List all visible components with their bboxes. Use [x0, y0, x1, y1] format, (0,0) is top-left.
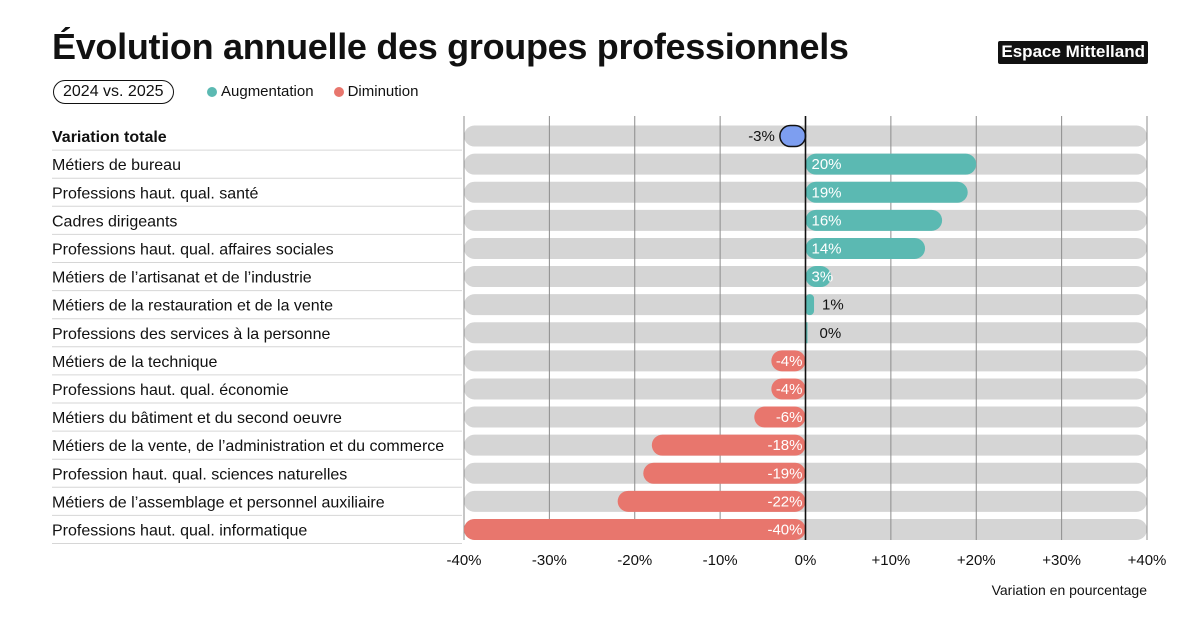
bar — [805, 181, 968, 203]
x-tick-label: +20% — [957, 552, 996, 569]
legend-item-decrease: Diminution — [333, 83, 419, 100]
bar-total — [779, 124, 807, 148]
bar — [617, 490, 806, 512]
bar — [464, 518, 806, 540]
bar — [771, 378, 806, 400]
bar — [651, 434, 806, 456]
category-label: Métiers de l’artisanat et de l’industrie — [52, 270, 312, 287]
x-tick-label: +40% — [1128, 552, 1167, 569]
category-label: Métiers de la technique — [52, 354, 218, 371]
data-label: 19% — [812, 184, 842, 201]
data-label: -4% — [776, 381, 803, 398]
x-tick-label: +30% — [1042, 552, 1081, 569]
data-label: 20% — [812, 156, 842, 173]
category-label: Métiers de la vente, de l’administration… — [52, 438, 444, 455]
data-label: -3% — [748, 128, 775, 145]
bar — [643, 462, 806, 484]
legend-dot-decrease — [333, 86, 344, 97]
category-label: Professions haut. qual. santé — [52, 185, 258, 202]
legend-dot-increase — [207, 86, 217, 97]
x-tick-label: 0% — [795, 552, 817, 569]
bar — [805, 266, 832, 288]
chart-title: Évolution annuelle des groupes professio… — [52, 26, 849, 67]
x-tick-label: -20% — [617, 552, 652, 569]
category-label: Professions haut. qual. informatique — [52, 522, 307, 539]
data-label: 0% — [820, 325, 842, 342]
bar — [805, 294, 815, 316]
x-tick-label: +10% — [871, 552, 910, 569]
total-label: Variation totale — [52, 129, 167, 146]
x-tick-label: -40% — [446, 552, 481, 569]
bar — [754, 406, 806, 428]
category-label: Cadres dirigeants — [52, 213, 177, 230]
data-label: -6% — [776, 409, 803, 426]
bar — [805, 209, 943, 231]
data-label: -18% — [767, 437, 802, 454]
data-label: 1% — [822, 297, 844, 314]
x-tick-label: -30% — [532, 552, 567, 569]
category-label: Professions des services à la personne — [52, 326, 330, 343]
category-label: Métiers du bâtiment et du second oeuvre — [52, 410, 342, 427]
data-label: 14% — [812, 240, 842, 257]
category-label: Métiers de bureau — [52, 157, 181, 174]
category-label: Professions haut. qual. économie — [52, 382, 289, 399]
bar — [805, 237, 926, 259]
category-label: Professions haut. qual. affaires sociale… — [52, 241, 334, 258]
data-label: -19% — [767, 465, 802, 482]
data-label: -4% — [776, 353, 803, 370]
data-label: 16% — [812, 212, 842, 229]
bar — [771, 350, 806, 372]
x-tick-label: -10% — [703, 552, 738, 569]
data-label: 3% — [812, 269, 834, 286]
legend-label-decrease: Diminution — [347, 83, 419, 100]
category-label: Métiers de l’assemblage et personnel aux… — [52, 494, 385, 511]
bar-layer — [464, 124, 977, 540]
bar — [805, 322, 808, 344]
data-label: -22% — [767, 493, 802, 510]
category-label: Profession haut. qual. sciences naturell… — [52, 466, 347, 483]
legend-item-increase: Augmentation — [207, 83, 314, 100]
data-label: -40% — [767, 521, 802, 538]
bar — [805, 153, 977, 175]
legend-label-increase: Augmentation — [221, 83, 314, 100]
x-axis-title: Variation en pourcentage — [992, 582, 1148, 598]
category-label: Métiers de la restauration et de la vent… — [52, 298, 333, 315]
period-badge: 2024 vs. 2025 — [53, 80, 174, 104]
brand-logo: Espace Mittelland — [998, 41, 1148, 64]
legend: Augmentation Diminution — [207, 83, 438, 100]
